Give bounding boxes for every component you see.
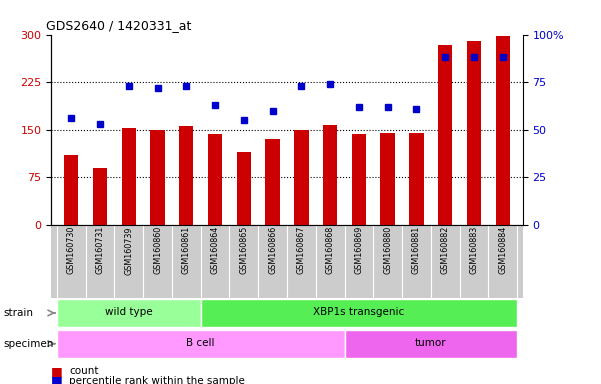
Text: GSM160865: GSM160865 — [239, 226, 248, 275]
Text: GSM160881: GSM160881 — [412, 226, 421, 274]
Text: GSM160866: GSM160866 — [268, 226, 277, 274]
Bar — [150, 130, 165, 225]
Bar — [496, 36, 510, 225]
Bar — [57, 330, 344, 358]
Text: GDS2640 / 1420331_at: GDS2640 / 1420331_at — [46, 19, 192, 32]
Text: GSM160730: GSM160730 — [67, 226, 76, 275]
Text: GSM160867: GSM160867 — [297, 226, 306, 275]
Text: B cell: B cell — [186, 338, 215, 348]
Bar — [208, 134, 222, 225]
Bar — [438, 45, 453, 225]
Text: GSM160880: GSM160880 — [383, 226, 392, 274]
Text: GSM160861: GSM160861 — [182, 226, 191, 274]
Text: GSM160731: GSM160731 — [96, 226, 105, 275]
Text: GSM160883: GSM160883 — [469, 226, 478, 274]
Bar — [237, 152, 251, 225]
Text: wild type: wild type — [105, 307, 153, 317]
Bar — [294, 130, 308, 225]
Text: GSM160884: GSM160884 — [498, 226, 507, 274]
Bar — [323, 124, 337, 225]
Bar — [93, 168, 107, 225]
Bar — [344, 330, 517, 358]
Bar — [380, 133, 395, 225]
Text: ■: ■ — [51, 365, 63, 378]
Bar — [266, 139, 280, 225]
Text: GSM160869: GSM160869 — [355, 226, 364, 275]
Bar — [467, 41, 481, 225]
Text: GSM160868: GSM160868 — [326, 226, 335, 274]
Bar — [352, 134, 366, 225]
Text: percentile rank within the sample: percentile rank within the sample — [69, 376, 245, 384]
Text: specimen: specimen — [3, 339, 53, 349]
Bar — [64, 155, 78, 225]
Bar — [57, 299, 201, 327]
Text: GSM160860: GSM160860 — [153, 226, 162, 274]
Text: GSM160864: GSM160864 — [210, 226, 219, 274]
Text: GSM160739: GSM160739 — [124, 226, 133, 275]
Text: ■: ■ — [51, 374, 63, 384]
Text: count: count — [69, 366, 99, 376]
Text: XBP1s transgenic: XBP1s transgenic — [313, 307, 404, 317]
Bar — [121, 128, 136, 225]
Bar — [201, 299, 517, 327]
Text: strain: strain — [3, 308, 33, 318]
Text: GSM160882: GSM160882 — [441, 226, 450, 275]
Text: tumor: tumor — [415, 338, 447, 348]
Bar — [179, 126, 194, 225]
Bar — [409, 133, 424, 225]
